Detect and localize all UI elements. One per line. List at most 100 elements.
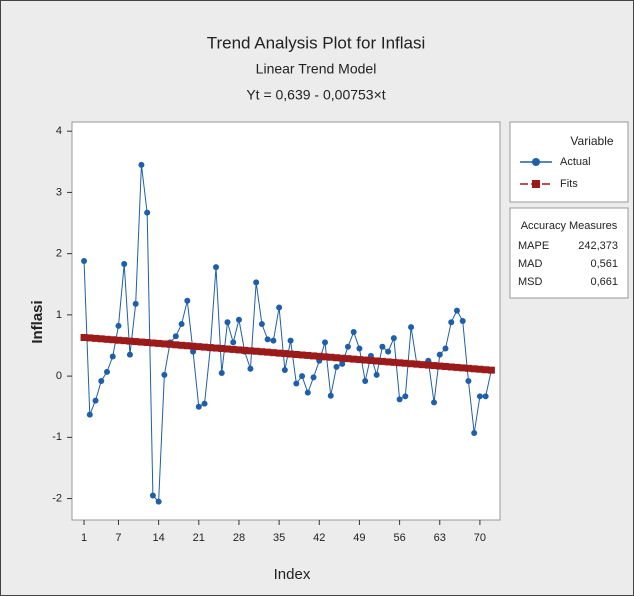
fit-marker [103, 335, 111, 343]
accuracy-title: Accuracy Measures [521, 220, 618, 232]
data-point [304, 389, 311, 396]
fit-marker [155, 339, 163, 347]
data-point [471, 430, 478, 437]
x-tick-label: 35 [273, 532, 285, 544]
data-point [149, 492, 156, 499]
fit-marker [298, 351, 306, 359]
x-tick-label: 7 [115, 532, 121, 544]
x-axis-label: Index [274, 566, 311, 583]
data-point [258, 321, 265, 328]
data-point [408, 324, 415, 331]
data-point [126, 351, 133, 358]
fit-marker [189, 342, 197, 350]
x-tick-label: 21 [193, 532, 205, 544]
fit-marker [332, 354, 340, 362]
fit-marker [327, 353, 335, 361]
fit-marker [424, 361, 432, 369]
y-axis-label: Inflasi [29, 300, 46, 343]
fit-marker [459, 364, 467, 372]
accuracy-value: 242,373 [578, 240, 618, 252]
data-point [482, 393, 489, 400]
fit-marker [97, 335, 105, 343]
data-point [161, 371, 168, 378]
fit-marker [160, 340, 168, 348]
chart-title: Trend Analysis Plot for Inflasi [207, 33, 426, 52]
data-point [264, 336, 271, 343]
fit-marker [413, 360, 421, 368]
data-point [459, 318, 466, 324]
fit-marker [441, 362, 449, 370]
fit-marker [92, 334, 100, 342]
fit-marker [396, 359, 404, 367]
fit-marker [132, 338, 140, 346]
data-point [310, 374, 317, 381]
data-point [195, 403, 202, 410]
data-point [172, 333, 179, 340]
x-tick-label: 42 [313, 532, 325, 544]
accuracy-value: 0,661 [590, 276, 618, 288]
data-point [344, 343, 351, 350]
fit-marker [183, 342, 191, 350]
fit-marker [212, 344, 220, 352]
fit-marker [229, 345, 237, 353]
fit-marker [126, 337, 134, 345]
data-point [235, 316, 242, 323]
accuracy-name: MSD [518, 276, 543, 288]
data-point [276, 304, 283, 311]
legend-title: Variable [570, 134, 613, 148]
data-point [270, 337, 277, 344]
fit-marker [378, 357, 386, 365]
data-point [327, 392, 334, 399]
data-point [138, 161, 145, 168]
fit-marker [143, 338, 151, 346]
fit-marker [482, 366, 490, 374]
fit-marker [436, 362, 444, 370]
data-point [350, 329, 357, 336]
data-point [431, 399, 438, 406]
fit-marker [241, 346, 249, 354]
data-point [109, 353, 116, 360]
data-point [476, 393, 483, 400]
fit-marker [470, 365, 478, 373]
fit-marker [390, 358, 398, 366]
fit-marker [246, 347, 254, 355]
fit-marker [269, 349, 277, 357]
data-point [224, 319, 231, 326]
data-point [322, 339, 329, 346]
data-point [339, 360, 346, 367]
data-point [293, 380, 300, 387]
accuracy-value: 0,561 [590, 258, 618, 270]
data-point [465, 378, 472, 385]
data-point [253, 279, 260, 286]
x-tick-label: 56 [393, 532, 405, 544]
data-point [144, 209, 151, 216]
x-tick-label: 1 [81, 532, 87, 544]
fit-marker [201, 343, 209, 351]
fit-marker [315, 352, 323, 360]
y-tick-label: 2 [56, 248, 62, 260]
fit-marker [86, 334, 94, 342]
fit-marker [355, 356, 363, 364]
data-point [402, 393, 409, 400]
fit-marker [304, 351, 312, 359]
data-point [98, 378, 105, 385]
data-point [373, 371, 380, 378]
equation: Yt = 0,639 - 0,00753×t [246, 87, 385, 103]
fit-marker [453, 363, 461, 371]
data-point [184, 297, 191, 304]
y-tick-label: 0 [56, 370, 62, 382]
fit-marker [321, 353, 329, 361]
y-tick-label: 3 [56, 186, 62, 198]
data-point [155, 498, 162, 505]
fit-marker [344, 355, 352, 363]
y-tick-label: -1 [52, 431, 62, 443]
fit-marker [447, 363, 455, 371]
fit-marker [137, 338, 145, 346]
data-point [92, 397, 99, 404]
fit-marker [373, 357, 381, 365]
y-tick-label: -2 [52, 492, 62, 504]
fit-marker [218, 344, 226, 352]
data-point [362, 378, 369, 385]
